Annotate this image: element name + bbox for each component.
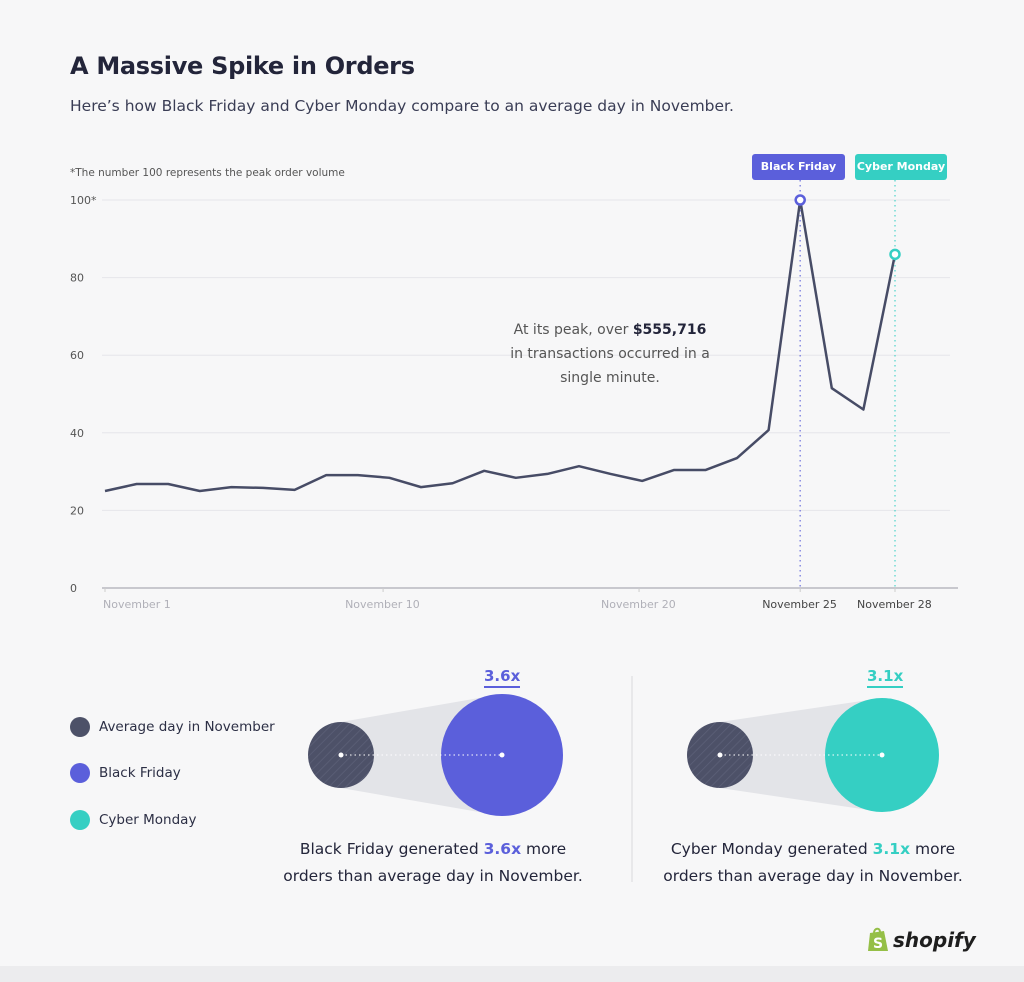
caption-text: orders than average day in November. [283,867,583,885]
legend-dot [70,810,90,830]
comparison-graphics [308,676,939,882]
caption-text: more [910,840,956,858]
x-tick-label: November 28 [857,598,932,611]
legend-label: Cyber Monday [99,812,197,828]
black-friday-caption: Black Friday generated 3.6x more orders … [273,836,593,890]
cyber-monday-multiplier: 3.1x [867,667,904,688]
legend-label: Black Friday [99,765,181,781]
cyber-monday-badge: Cyber Monday [855,154,947,180]
y-tick-label: 20 [70,504,84,517]
svg-text:S: S [873,936,883,952]
y-tick-label: 60 [70,349,84,362]
peak-annotation: At its peak, over $555,716 in transactio… [470,318,750,390]
x-tick-label: November 1 [103,598,171,611]
legend-dot [70,717,90,737]
legend-dot [70,763,90,783]
y-tick-label: 0 [70,582,77,595]
x-tick-label: November 25 [762,598,837,611]
legend-item-average: Average day in November [70,717,275,737]
center-dot [499,752,505,758]
legend-label: Average day in November [99,719,275,735]
x-tick-label: November 10 [345,598,420,611]
caption-text: Cyber Monday generated [670,840,873,858]
caption-multiplier: 3.1x [872,840,911,858]
caption-text: Black Friday generated [299,840,484,858]
x-tick-label: November 20 [601,598,676,611]
y-tick-label: 80 [70,272,84,285]
black-friday-badge: Black Friday [752,154,845,180]
y-tick-label: 40 [70,427,84,440]
caption-text: more [521,840,567,858]
center-dot [879,752,885,758]
annotation-amount: $555,716 [632,322,707,338]
caption-multiplier: 3.6x [483,840,522,858]
chart-footnote: *The number 100 represents the peak orde… [70,167,345,179]
annotation-post: in transactions occurred in a single min… [510,346,710,386]
annotation-pre: At its peak, over [513,322,633,338]
logo-text: shopify [893,928,976,952]
black-friday-multiplier: 3.6x [484,667,521,688]
shopify-bag-icon: S [868,927,888,952]
shopify-logo: S shopify [867,927,976,953]
line-chart: 0 20 40 60 80 100* November 1 November 10 Novemb… [70,180,958,611]
caption-text: orders than average day in November. [663,867,963,885]
page-subtitle: Here’s how Black Friday and Cyber Monday… [70,97,734,115]
y-tick-label: 100* [70,194,97,207]
center-dot [338,752,344,758]
legend-item-black-friday: Black Friday [70,763,181,783]
series-line [104,198,897,493]
footer-bar [0,966,1024,982]
legend-item-cyber-monday: Cyber Monday [70,810,196,830]
center-dot [717,752,723,758]
peak-marker [794,194,806,206]
peak-marker [889,248,901,261]
cyber-monday-caption: Cyber Monday generated 3.1x more orders … [653,836,973,890]
page-title: A Massive Spike in Orders [70,52,415,80]
